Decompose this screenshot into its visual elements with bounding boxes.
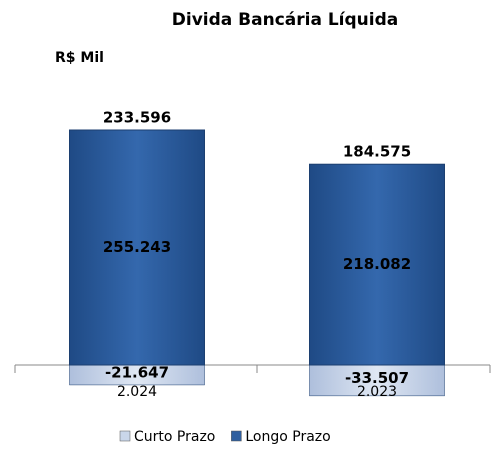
- data-label: -33.507: [345, 369, 409, 387]
- data-label: 218.082: [343, 255, 411, 273]
- legend-label: Longo Prazo: [245, 429, 330, 445]
- bar-segment: [309, 163, 445, 366]
- bar-segment: [69, 129, 205, 366]
- data-label: 255.243: [103, 238, 171, 256]
- total-label: 233.596: [103, 109, 171, 127]
- legend-swatch: [231, 430, 242, 442]
- x-tick-label: 2.024: [117, 384, 157, 400]
- unit-label: R$ Mil: [55, 50, 104, 66]
- total-label: 184.575: [343, 143, 411, 161]
- x-tick-label: 2.023: [357, 384, 397, 400]
- chart-title: Divida Bancária Líquida: [172, 10, 399, 30]
- legend-label: Curto Prazo: [134, 429, 215, 445]
- bar-segment: [309, 364, 445, 397]
- data-label: -21.647: [105, 363, 169, 381]
- legend-swatch: [119, 430, 131, 442]
